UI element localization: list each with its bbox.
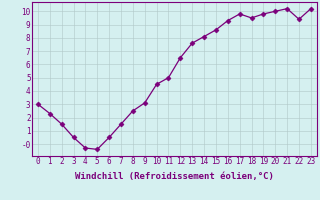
- X-axis label: Windchill (Refroidissement éolien,°C): Windchill (Refroidissement éolien,°C): [75, 172, 274, 181]
